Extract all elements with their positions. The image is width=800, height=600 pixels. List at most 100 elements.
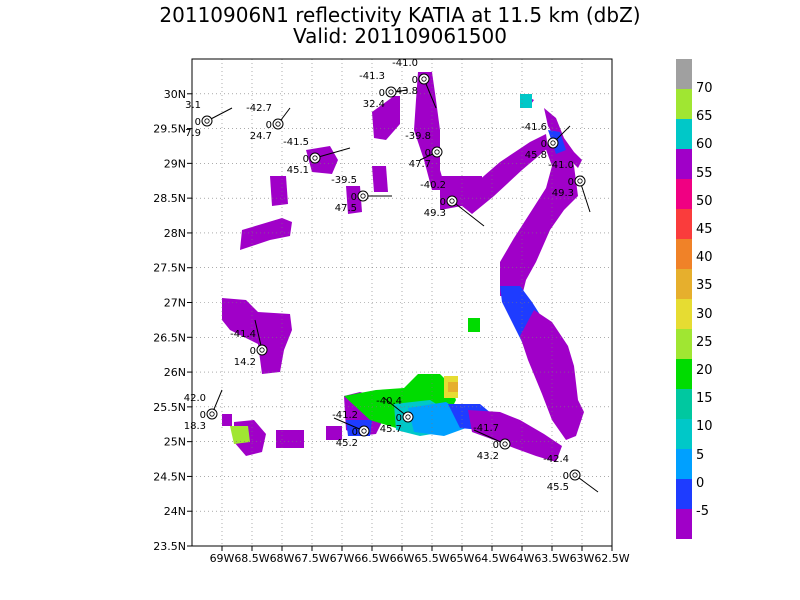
x-tick-label: 69W (210, 552, 235, 565)
x-tick-label: 62.5W (594, 552, 629, 565)
y-tick-label: 30N (164, 88, 186, 101)
station-circle (272, 118, 284, 130)
station-temp: -41.4 (230, 329, 256, 340)
station-circle (402, 411, 414, 423)
y-tick-label: 24.5N (153, 470, 186, 483)
station-value: 45.2 (336, 438, 358, 449)
station-mid: 0 (303, 154, 309, 165)
x-tick-label: 67.5W (294, 552, 329, 565)
station-circle-inner (572, 472, 578, 478)
station-circle (357, 190, 369, 202)
station-circle-inner (434, 149, 440, 155)
x-tick-label: 68W (270, 552, 295, 565)
colorbar-label: 70 (696, 81, 713, 96)
colorbar-label: 20 (696, 363, 713, 378)
station-circle-inner (421, 76, 427, 82)
station-circle (256, 344, 268, 356)
station-circle-inner (204, 118, 210, 124)
reflectivity-cell (500, 144, 578, 296)
wind-barb (473, 429, 506, 445)
reflectivity-cell (448, 382, 458, 392)
station-mid: 0 (200, 410, 206, 421)
colorbar-swatch (676, 389, 692, 419)
x-tick-label: 66.5W (354, 552, 389, 565)
x-tick-label: 65.5W (414, 552, 449, 565)
station-circle (206, 408, 218, 420)
colorbar-label: 60 (696, 137, 713, 153)
station-marker: -41.5 045.1 (283, 137, 351, 176)
x-tick-label: 63W (570, 552, 595, 565)
station-value: 43.2 (477, 451, 499, 462)
station-circle-inner (275, 121, 281, 127)
station-marker: -41.3 032.4 (359, 71, 409, 110)
station-mid: 0 (412, 75, 418, 86)
y-tick-label: 25N (164, 436, 186, 449)
station-temp: -41.7 (473, 423, 499, 434)
colorbar-label: 0 (696, 475, 705, 491)
station-marker: -42.4 045.5 (543, 454, 599, 493)
station-circle (569, 469, 581, 481)
station-temp: -39.8 (405, 131, 431, 142)
reflectivity-cell (468, 410, 562, 462)
station-circle (499, 438, 511, 450)
station-marker: -41.2 045.2 (332, 410, 370, 449)
station-temp: -39.5 (331, 175, 357, 186)
colorbar-swatch (676, 119, 692, 149)
station-marker: -42.7 024.7 (246, 103, 291, 142)
reflectivity-cell (346, 186, 362, 214)
station-marker: -41.6 045.8 (521, 122, 571, 161)
station-circle (358, 425, 370, 437)
colorbar-swatch (676, 89, 692, 119)
station-temp: -40.4 (376, 396, 402, 407)
colorbar-swatch (676, 269, 692, 299)
colorbar-label: 40 (696, 250, 713, 266)
station-mid: 0 (352, 427, 358, 438)
x-tick-label: 66W (390, 552, 415, 565)
station-value: 47.7 (409, 159, 431, 170)
colorbar-label: 50 (696, 193, 713, 209)
station-circle-inner (361, 428, 367, 434)
station-circle (431, 146, 443, 158)
station-marker: -39.8 047.7 (405, 131, 443, 170)
station-mid: 0 (195, 117, 201, 128)
colorbar-labels: 70 65 60 55 50 45 40 35 30 25 20 15 10 5 0 -5 (696, 59, 756, 539)
x-tick-label: 67W (330, 552, 355, 565)
station-marker: -41.0 049.3 (548, 160, 591, 213)
station-value: 45.7 (380, 424, 402, 435)
reflectivity-cell (520, 94, 532, 108)
reflectivity-cell (240, 218, 292, 250)
reflectivity-cell (468, 318, 480, 332)
x-tick-label: 64.5W (474, 552, 509, 565)
station-mid: 0 (351, 192, 357, 203)
reflectivity-cell (372, 96, 400, 140)
colorbar-swatch (676, 179, 692, 209)
colorbar-swatch (676, 359, 692, 389)
station-circle (574, 175, 586, 187)
colorbar-label: 25 (696, 334, 713, 350)
station-mid: 0 (568, 177, 574, 188)
colorbar-swatch (676, 419, 692, 449)
y-tick-label: 27.5N (153, 262, 186, 275)
station-circle-inner (550, 140, 556, 146)
y-tick-label: 24N (164, 505, 186, 518)
station-temp: -42.7 (246, 103, 272, 114)
wind-barb (314, 147, 351, 159)
station-marker: 3.1 07.9 (185, 100, 233, 139)
axis-ticks: 69W 68.5W 68W 67.5W 67W 66.5W 66W 65.5W 65W 64.5W… (153, 88, 630, 565)
colorbar-label: 55 (696, 165, 713, 181)
station-value: 49.3 (552, 188, 574, 199)
station-marker: 42.0 018.3 (184, 389, 223, 432)
station-mid: 0 (541, 139, 547, 150)
station-value: 7.9 (185, 128, 201, 139)
station-temp: 3.1 (185, 100, 201, 111)
colorbar-swatch (676, 239, 692, 269)
station-mid: 0 (493, 440, 499, 451)
station-circle-inner (259, 347, 265, 353)
station-value: 43.8 (396, 86, 418, 97)
station-marker: -40.2 049.3 (420, 180, 485, 227)
station-temp: -41.5 (283, 137, 309, 148)
station-marker: -41.4 014.2 (230, 319, 268, 368)
reflectivity-cell (276, 430, 304, 448)
map-title-line2: Valid: 201109061500 (293, 24, 507, 48)
station-mid: 0 (396, 413, 402, 424)
